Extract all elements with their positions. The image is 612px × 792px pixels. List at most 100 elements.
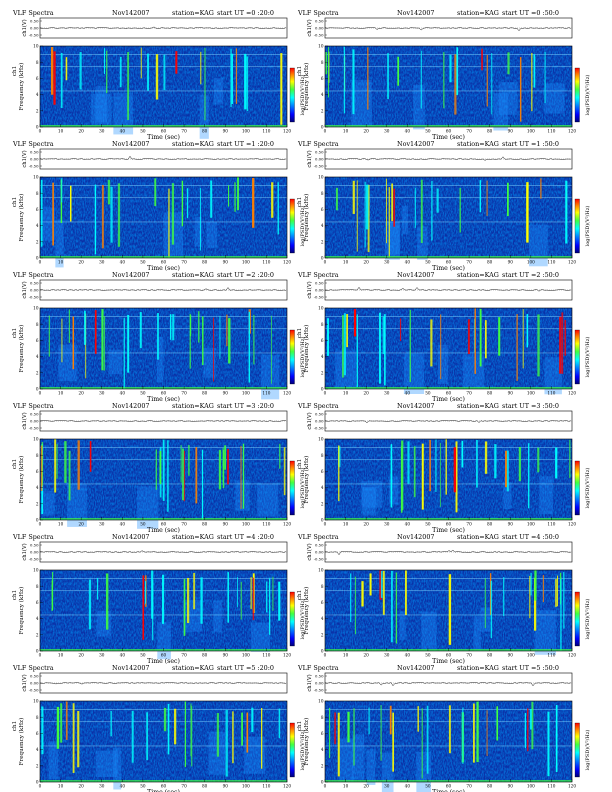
- spectrogram-patch: [90, 93, 112, 125]
- x-tick-label: 10: [343, 260, 349, 265]
- spectrogram-burst: [473, 318, 475, 353]
- x-tick-label: 80: [202, 391, 208, 396]
- x-tick-label: 90: [508, 129, 514, 134]
- panel-start-ut: start UT =5 :20:0: [217, 664, 274, 672]
- x-tick-label: 40: [120, 784, 126, 789]
- y-tick-label: 8: [36, 191, 39, 196]
- spectrogram-burst: [459, 187, 461, 233]
- spectra-grid: VLF Spectra Nov142007 station=KAG start UT …: [12, 9, 591, 792]
- spectrogram-burst: [352, 49, 355, 115]
- spectrogram-burst: [200, 577, 203, 624]
- y-tick-label: 2: [321, 501, 324, 506]
- spectrogram-burst: [561, 312, 564, 374]
- spectrogram-ylabel: Frequency (kHz): [18, 587, 25, 635]
- x-tick-label: 90: [223, 391, 229, 396]
- spectrogram-burst: [61, 177, 63, 203]
- y-tick-label: 0: [321, 387, 324, 392]
- spectrogram-burst: [391, 183, 394, 222]
- spectrogram-burst: [72, 703, 75, 773]
- spectrogram-patch: [95, 750, 118, 777]
- panel-title: VLF Spectra: [297, 664, 339, 672]
- x-tick-label: 100: [527, 391, 535, 396]
- spectrogram-burst: [530, 572, 532, 596]
- spectrogram-band: [325, 483, 572, 485]
- spectrogram-patch: [40, 207, 55, 241]
- spectrogram-burst: [379, 312, 381, 384]
- colorbar-label: log(PSD)(V²/Hz): [299, 730, 306, 771]
- timeseries-tick-label: 0.00: [30, 26, 39, 31]
- spectrogram-burst: [167, 703, 170, 755]
- spectrogram-burst: [335, 187, 338, 211]
- spectrogram-ylabel: Frequency (kHz): [303, 63, 310, 111]
- spectrogram-burst: [270, 315, 272, 384]
- spectrogram-band: [325, 447, 572, 448]
- spectrogram-burst: [528, 443, 530, 509]
- x-tick-label: 40: [405, 784, 411, 789]
- spectrogram-burst: [443, 52, 445, 109]
- x-tick-label: 50: [140, 653, 146, 658]
- spectrogram-burst: [534, 577, 537, 631]
- x-tick-label: 80: [202, 522, 208, 527]
- panel-start-ut: start UT =2 :50:0: [502, 271, 559, 279]
- spectrogram-burst: [77, 711, 80, 768]
- y-tick-label: 2: [321, 108, 324, 113]
- panel-station: station=KAG: [172, 9, 214, 17]
- x-tick-label: 100: [242, 784, 250, 789]
- x-tick-label: 20: [78, 522, 84, 527]
- timeseries-tick-label: 0.00: [30, 288, 39, 293]
- panel-title: VLF Spectra: [297, 271, 339, 279]
- spectrogram-burst: [529, 575, 531, 619]
- spectrogram-burst: [278, 581, 281, 621]
- y-tick-label: 4: [36, 354, 39, 359]
- x-tick-label: 50: [140, 129, 146, 134]
- x-tick-label: 10: [343, 522, 349, 527]
- y-tick-label: 10: [33, 306, 39, 311]
- timeseries-trace: [39, 26, 287, 30]
- spectrogram-band: [325, 709, 572, 710]
- spectrogram-patch: [534, 610, 556, 655]
- spectrogram-burst: [94, 310, 97, 354]
- spectrogram-burst: [473, 703, 475, 763]
- spectrogram-burst: [201, 449, 204, 520]
- x-tick-label: 120: [283, 784, 291, 789]
- y-tick-label: 6: [36, 76, 39, 81]
- spectrogram-burst: [131, 710, 134, 763]
- y-tick-label: 8: [36, 322, 39, 327]
- spectrogram-burst: [327, 47, 329, 98]
- spectrogram-patch: [183, 600, 202, 632]
- spectrogram-band: [325, 197, 572, 199]
- x-tick-label: 20: [78, 653, 84, 658]
- x-tick-label: 60: [161, 260, 167, 265]
- spectrogram-burst: [56, 706, 60, 749]
- x-tick-label: 60: [161, 653, 167, 658]
- y-tick-label: 8: [321, 60, 324, 65]
- spectrogram-burst: [193, 572, 196, 610]
- spectrogram-burst: [479, 308, 482, 367]
- y-tick-label: 2: [321, 239, 324, 244]
- spectrogram-burst: [280, 53, 283, 125]
- x-tick-label: 90: [223, 653, 229, 658]
- spectrogram-burst: [227, 572, 229, 623]
- x-tick-label: 90: [508, 260, 514, 265]
- x-tick-label: 20: [363, 260, 369, 265]
- spectrogram-burst: [88, 579, 92, 630]
- spectrogram-burst: [484, 578, 486, 629]
- spectrogram-band: [325, 328, 572, 330]
- y-tick-label: 0: [36, 649, 39, 654]
- x-tick-label: 100: [527, 522, 535, 527]
- panel-title: VLF Spectra: [12, 271, 54, 279]
- x-tick-label: 110: [547, 653, 555, 658]
- y-tick-label: 6: [36, 731, 39, 736]
- y-tick-label: 4: [36, 223, 39, 228]
- spectrogram-burst: [200, 51, 202, 85]
- x-tick-label: 50: [140, 391, 146, 396]
- panel-station: station=KAG: [457, 533, 499, 541]
- panel-station: station=KAG: [457, 402, 499, 410]
- colorbar-label: log(PSD)(V²/Hz): [299, 599, 306, 640]
- panel-title: VLF Spectra: [297, 402, 339, 410]
- x-tick-label: 120: [568, 784, 576, 789]
- y-tick-label: 4: [321, 616, 324, 621]
- x-tick-label: 50: [140, 784, 146, 789]
- spectrogram-burst: [235, 48, 238, 104]
- spectrogram-burst: [41, 706, 44, 755]
